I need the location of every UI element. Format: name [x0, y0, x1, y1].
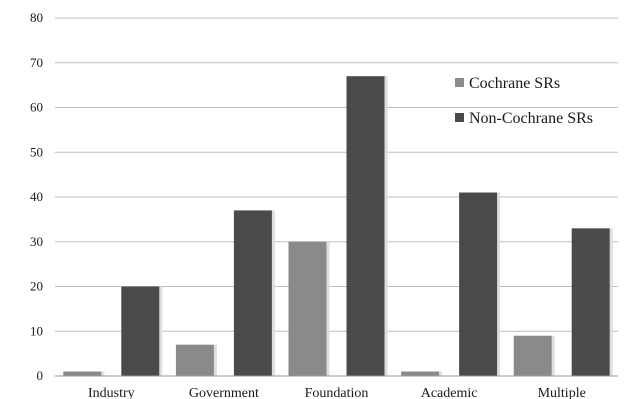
- y-tick-label: 60: [30, 100, 43, 115]
- x-category-label: Government: [189, 386, 259, 399]
- x-category-label: Industry: [88, 386, 135, 399]
- bar-shadow: [326, 241, 330, 376]
- bar-non-cochrane: [233, 210, 272, 376]
- bar-cochrane: [288, 241, 327, 376]
- bar-cochrane: [401, 371, 440, 376]
- bar-non-cochrane: [571, 228, 610, 376]
- bar-shadow: [384, 76, 388, 377]
- y-axis-tick-labels: 0 10 20 30 40 50 60 70 80: [30, 10, 43, 383]
- x-category-label: Foundation: [305, 386, 369, 399]
- y-tick-label: 10: [30, 323, 43, 338]
- y-tick-label: 30: [30, 234, 43, 249]
- y-tick-label: 80: [30, 10, 43, 25]
- y-tick-label: 50: [30, 144, 43, 159]
- y-tick-label: 0: [37, 368, 44, 383]
- x-axis-category-labels: Industry Government Foundation Academic Mult…: [88, 386, 586, 399]
- bar-non-cochrane: [121, 286, 160, 376]
- bars: [63, 76, 613, 377]
- bar-cochrane: [175, 344, 214, 376]
- legend-label: Cochrane SRs: [469, 75, 560, 92]
- bar-shadow: [271, 210, 275, 376]
- bar-shadow: [213, 344, 217, 376]
- legend-swatch: [455, 78, 464, 87]
- y-tick-label: 20: [30, 279, 43, 294]
- x-category-label: Multiple: [538, 386, 586, 399]
- bar-cochrane: [513, 335, 552, 376]
- bar-non-cochrane: [346, 76, 385, 377]
- legend-swatch: [455, 113, 464, 122]
- bar-shadow: [101, 371, 105, 376]
- bar-shadow: [551, 335, 555, 376]
- bar-non-cochrane: [459, 192, 498, 376]
- legend: Cochrane SRs Non-Cochrane SRs: [455, 75, 593, 127]
- bar-shadow: [159, 286, 163, 376]
- y-tick-label: 40: [30, 189, 43, 204]
- x-category-label: Academic: [421, 386, 478, 399]
- bar-shadow: [609, 228, 613, 376]
- legend-label: Non-Cochrane SRs: [469, 110, 593, 127]
- y-tick-label: 70: [30, 55, 43, 70]
- bar-cochrane: [63, 371, 102, 376]
- bar-shadow: [439, 371, 443, 376]
- bar-shadow: [497, 192, 501, 376]
